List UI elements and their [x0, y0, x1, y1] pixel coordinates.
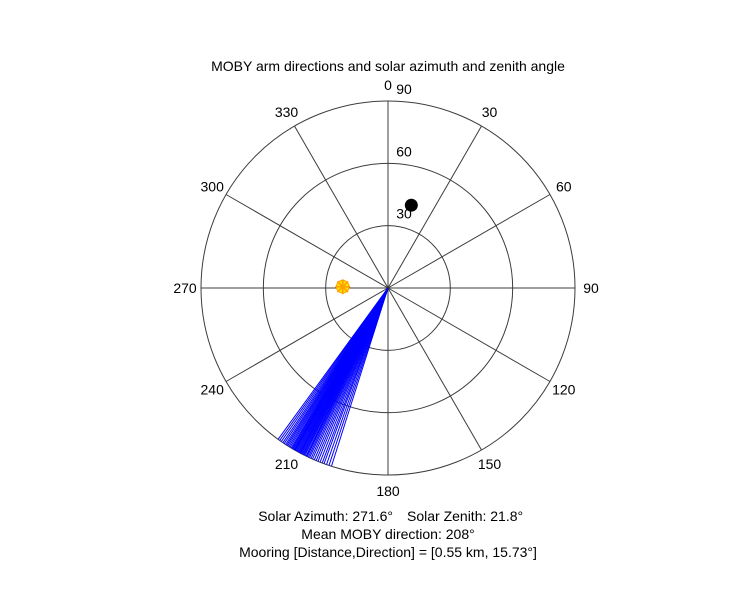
- sun-spoke: [336, 280, 349, 293]
- mooring-dot: [404, 198, 418, 212]
- angle-label-120: 120: [552, 382, 576, 398]
- grid-spoke-150: [387, 287, 482, 451]
- grid-spoke-300: [225, 194, 389, 289]
- grid-spoke-30: [387, 125, 482, 289]
- grid-spoke-240: [225, 287, 389, 382]
- angle-label-330: 330: [275, 104, 299, 120]
- grid-spoke-330: [294, 125, 389, 289]
- arm-direction-lines: [277, 287, 389, 467]
- angle-label-60: 60: [556, 179, 572, 195]
- angle-label-270: 270: [173, 280, 197, 296]
- grid-spoke-120: [387, 287, 551, 382]
- arm-line-43: [299, 287, 389, 454]
- angle-label-0: 0: [384, 77, 392, 93]
- arm-line-41: [277, 287, 389, 440]
- mooring-text: Mooring [Distance,Direction] = [0.55 km,…: [239, 544, 537, 560]
- solar-azimuth-text: Solar Azimuth: 271.6°: [258, 508, 393, 524]
- angle-label-210: 210: [275, 456, 299, 472]
- radial-label-90: 90: [396, 81, 412, 97]
- solar-zenith-text: Solar Zenith: 21.8°: [407, 508, 523, 524]
- angle-label-240: 240: [201, 382, 225, 398]
- angle-label-90: 90: [583, 280, 599, 296]
- angle-label-180: 180: [376, 483, 400, 499]
- radial-label-60: 60: [396, 143, 412, 159]
- angle-label-150: 150: [478, 456, 502, 472]
- sun-marker: [335, 279, 351, 295]
- data-markers: [335, 198, 418, 295]
- mean-direction-text: Mean MOBY direction: 208°: [301, 526, 474, 542]
- angle-label-30: 30: [482, 104, 498, 120]
- arm-line-44: [294, 287, 389, 451]
- footer-annotations: Solar Azimuth: 271.6° Solar Zenith: 21.8…: [239, 508, 537, 560]
- angle-label-300: 300: [201, 179, 225, 195]
- arm-line-42: [305, 287, 389, 457]
- grid-spoke-60: [387, 194, 551, 289]
- chart-title: MOBY arm directions and solar azimuth an…: [211, 58, 565, 74]
